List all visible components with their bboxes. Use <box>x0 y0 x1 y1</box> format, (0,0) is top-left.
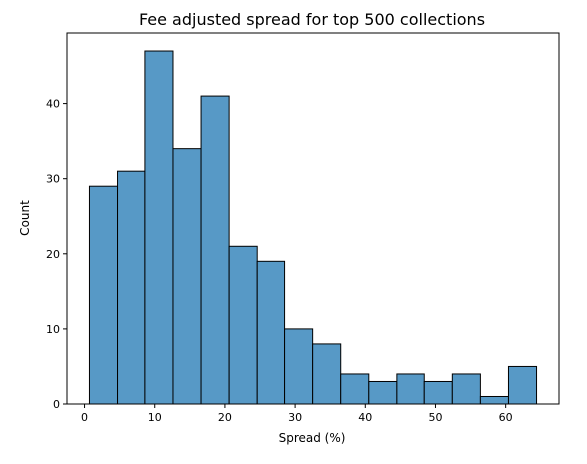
histogram-bar <box>256 260 286 405</box>
chart-title: Fee adjusted spread for top 500 collecti… <box>139 10 485 29</box>
y-tick-label: 0 <box>53 398 60 411</box>
x-tick-label: 30 <box>288 411 302 424</box>
histogram-bar <box>340 373 370 405</box>
x-tick-label: 40 <box>358 411 372 424</box>
x-tick-label: 50 <box>428 411 442 424</box>
x-axis-label: Spread (%) <box>279 431 346 445</box>
histogram-bar <box>396 373 425 405</box>
histogram-bar <box>117 170 146 405</box>
y-axis-ticks: 0 10 20 30 40 <box>46 98 67 411</box>
x-tick-label: 10 <box>148 411 162 424</box>
histogram-bar <box>200 95 230 405</box>
axes-frame <box>66 32 560 405</box>
histogram-bar <box>479 395 509 405</box>
histogram-bar <box>172 148 202 405</box>
bars-group <box>88 50 538 405</box>
histogram-bar <box>88 185 119 405</box>
y-tick-label: 20 <box>46 248 60 261</box>
x-tick-label: 20 <box>218 411 232 424</box>
y-tick-label: 30 <box>46 173 60 186</box>
y-tick-label: 40 <box>46 98 60 111</box>
histogram-bar <box>312 343 342 405</box>
histogram-bar <box>507 365 538 405</box>
histogram-bar <box>144 50 174 405</box>
x-tick-label: 60 <box>499 411 513 424</box>
histogram-bar <box>284 328 314 405</box>
y-tick-label: 10 <box>46 323 60 336</box>
histogram-bar <box>228 245 258 405</box>
histogram-bar <box>423 380 453 405</box>
y-axis-label: Count <box>18 200 32 236</box>
histogram-bar <box>368 380 398 405</box>
x-axis-ticks: 0 10 20 30 40 50 60 <box>81 404 513 424</box>
histogram-bar <box>451 373 481 405</box>
x-tick-label: 0 <box>81 411 88 424</box>
